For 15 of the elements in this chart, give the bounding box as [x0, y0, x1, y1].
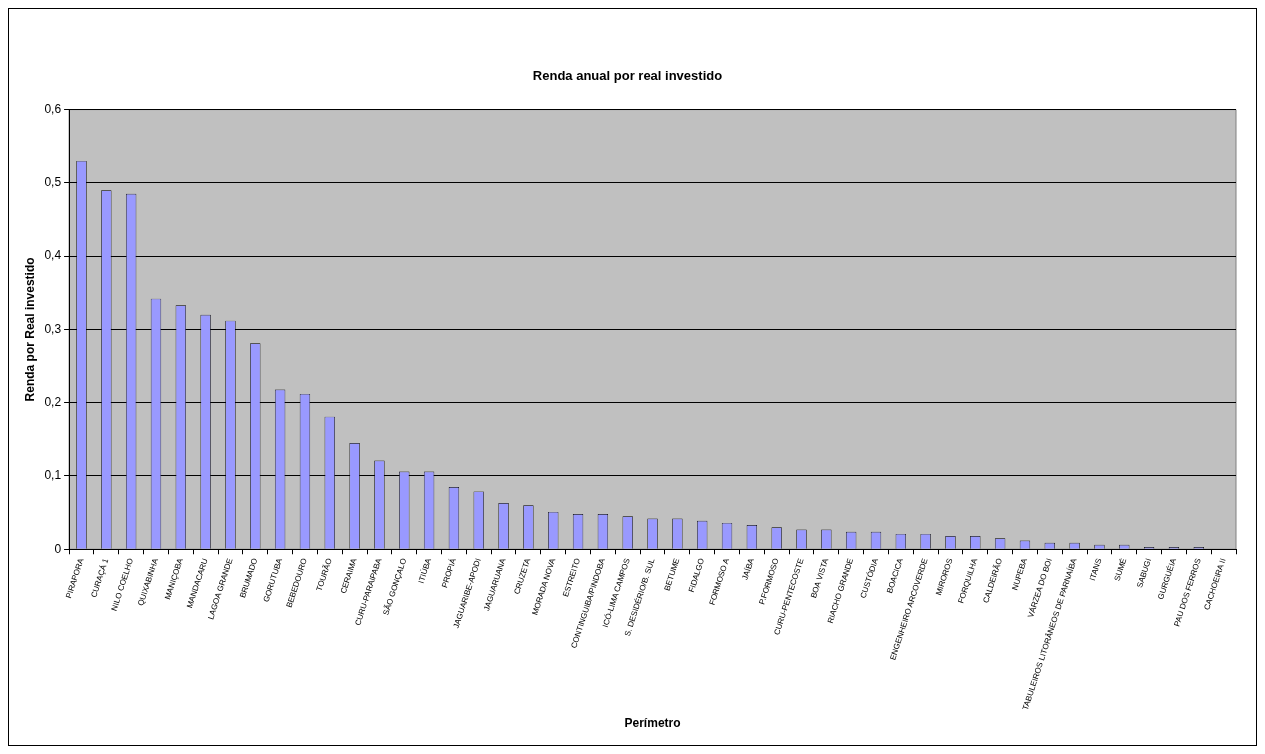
- y-axis-title: Renda por Real investido: [22, 257, 37, 402]
- y-tick-label: 0,1: [44, 468, 62, 483]
- x-tick-label: JAÍBA: [740, 556, 757, 582]
- x-tick-label: ITANS: [1087, 557, 1104, 582]
- y-tick-label: 0,2: [44, 395, 62, 410]
- y-tick-label: 0,5: [44, 175, 62, 190]
- chart-title: Renda anual por real investido: [532, 68, 723, 84]
- y-tick-label: 0: [54, 541, 62, 556]
- x-axis-title: Perímetro: [624, 716, 681, 731]
- y-tick-label: 0,3: [44, 321, 62, 336]
- x-tick-label: ITIÚBA: [416, 556, 434, 585]
- x-tick-label: SUMÉ: [1112, 557, 1129, 583]
- y-tick-label: 0,4: [44, 248, 62, 263]
- y-tick-label: 0,6: [44, 101, 62, 116]
- x-tick-label: BOA VISTA: [809, 556, 831, 600]
